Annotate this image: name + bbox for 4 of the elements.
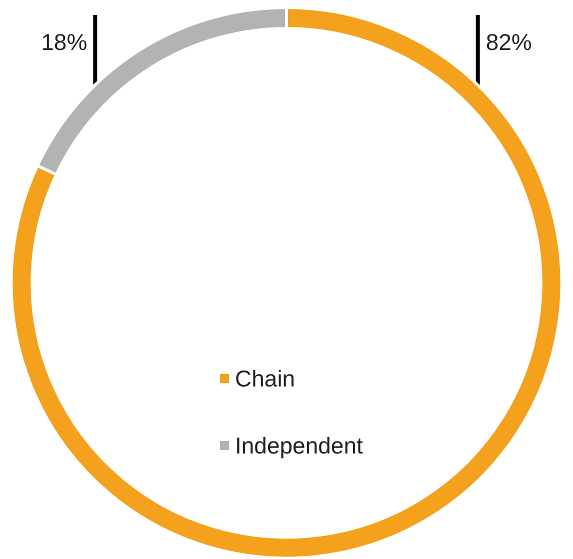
- legend-label: Independent: [235, 432, 364, 458]
- data-label: 82%: [486, 29, 532, 55]
- data-label: 18%: [41, 29, 88, 55]
- legend-label: Chain: [235, 366, 296, 392]
